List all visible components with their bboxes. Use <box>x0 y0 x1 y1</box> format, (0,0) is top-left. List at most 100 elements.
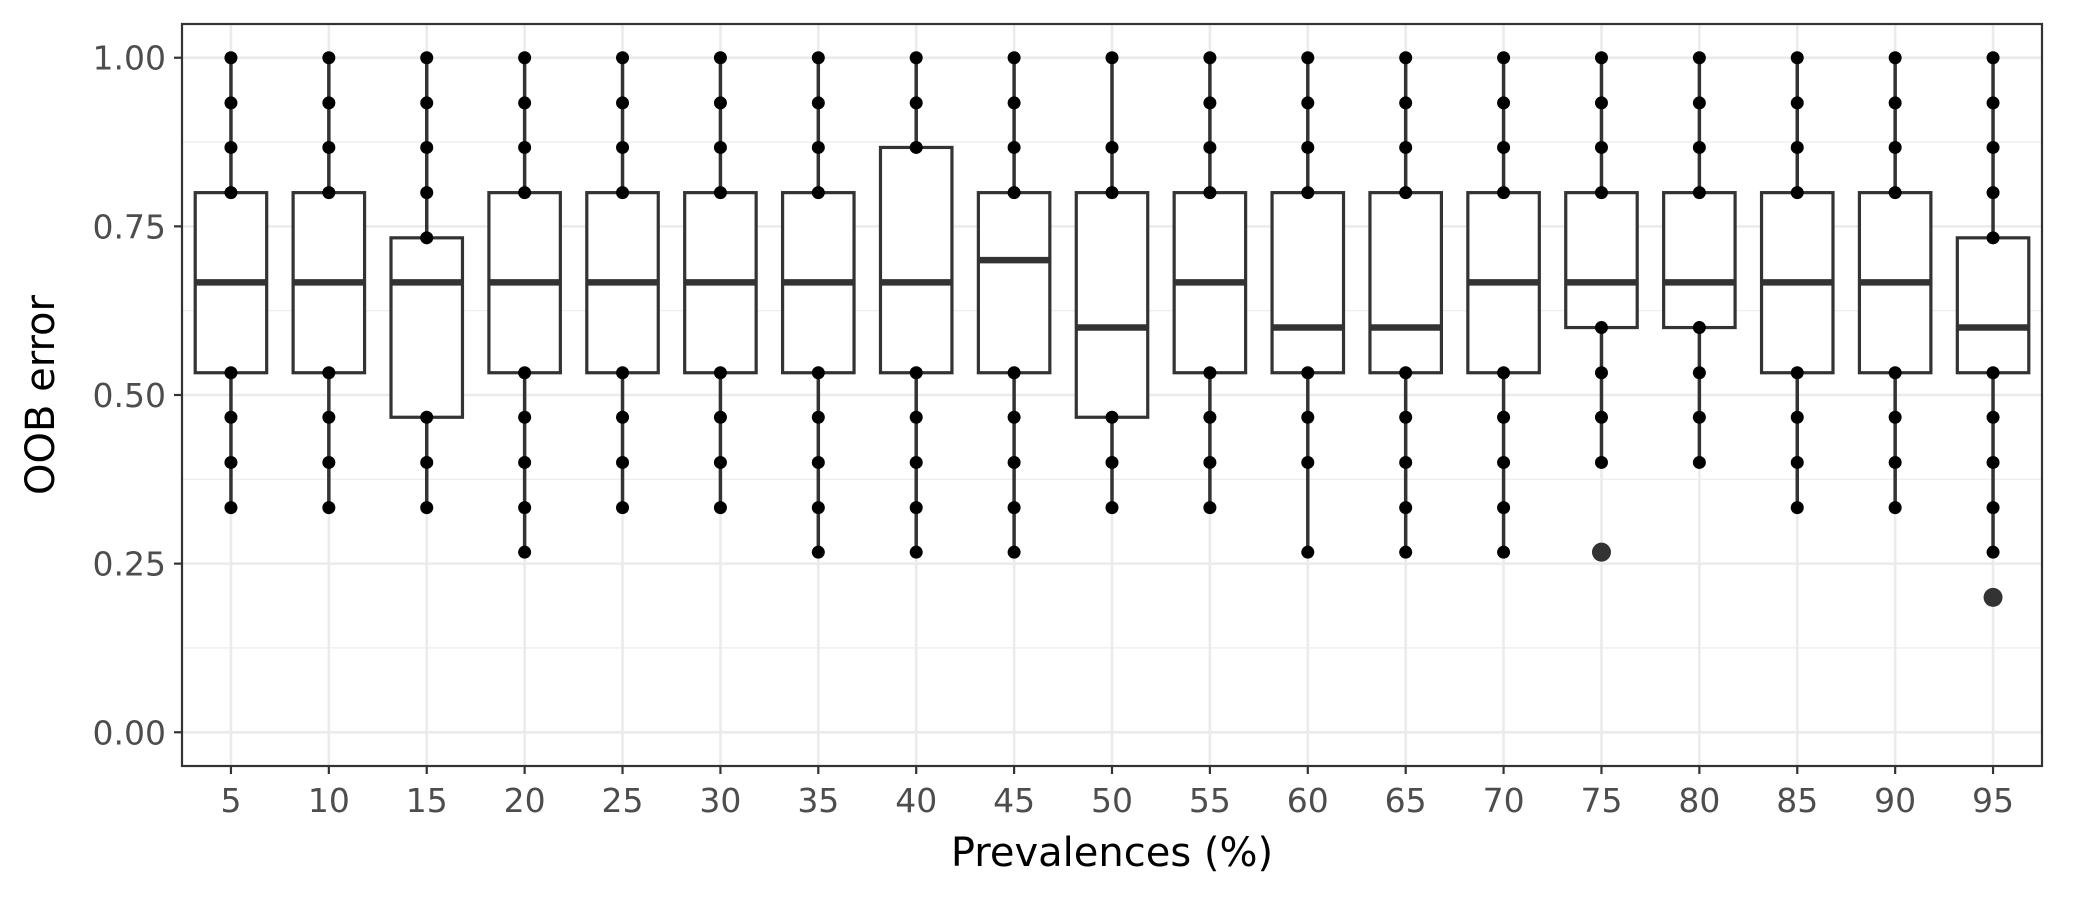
data-point <box>1790 51 1804 65</box>
box-body <box>878 145 954 375</box>
data-point <box>1986 231 2000 245</box>
data-point <box>1888 186 1902 200</box>
data-point <box>224 455 238 469</box>
data-point <box>420 455 434 469</box>
box-30 <box>683 57 758 508</box>
data-point <box>322 186 336 200</box>
data-point <box>1301 140 1315 154</box>
data-point <box>616 410 630 424</box>
data-point <box>811 96 825 110</box>
data-point <box>1301 186 1315 200</box>
data-point <box>1594 321 1608 335</box>
data-point <box>1790 501 1804 515</box>
data-point <box>1986 51 2000 65</box>
data-point <box>1007 501 1021 515</box>
data-point <box>322 51 336 65</box>
x-tick-label: 90 <box>1874 781 1916 820</box>
data-point <box>1399 140 1413 154</box>
data-point <box>518 410 532 424</box>
data-point <box>811 455 825 469</box>
data-point <box>518 366 532 380</box>
data-point <box>811 366 825 380</box>
y-tick-label: 1.00 <box>93 39 166 78</box>
x-tick-label: 30 <box>699 781 741 820</box>
x-tick-label: 5 <box>220 781 241 820</box>
data-point <box>322 410 336 424</box>
x-tick-label: 70 <box>1483 781 1525 820</box>
data-point <box>1007 51 1021 65</box>
data-point <box>1986 545 2000 559</box>
data-points <box>224 51 2003 607</box>
box-80 <box>1662 57 1737 463</box>
box-body <box>1662 191 1737 330</box>
data-point <box>909 140 923 154</box>
data-point <box>1986 140 2000 154</box>
box-body <box>1564 191 1639 330</box>
x-tick-label: 80 <box>1678 781 1720 820</box>
data-point <box>713 455 727 469</box>
data-point <box>1497 140 1511 154</box>
data-point <box>1399 455 1413 469</box>
data-point <box>1203 366 1217 380</box>
x-tick-label: 50 <box>1091 781 1133 820</box>
x-tick-label: 65 <box>1385 781 1427 820</box>
box-70 <box>1466 57 1541 553</box>
data-point <box>1301 51 1315 65</box>
data-point <box>713 96 727 110</box>
data-point <box>1497 366 1511 380</box>
data-point <box>1105 410 1119 424</box>
data-point <box>909 501 923 515</box>
data-point <box>322 140 336 154</box>
boxes <box>193 57 2031 553</box>
data-point <box>1594 366 1608 380</box>
data-point <box>420 231 434 245</box>
box-body <box>1074 191 1150 419</box>
box-body <box>1955 236 2031 375</box>
box-5 <box>193 57 269 508</box>
data-point <box>1203 140 1217 154</box>
box-85 <box>1759 57 1835 508</box>
data-point <box>1007 545 1021 559</box>
data-point <box>224 186 238 200</box>
x-tick-label: 95 <box>1972 781 2014 820</box>
box-45 <box>976 57 1052 553</box>
data-point <box>1986 501 2000 515</box>
data-point <box>1692 96 1706 110</box>
data-point <box>1497 410 1511 424</box>
data-point <box>1986 96 2000 110</box>
data-point <box>1007 366 1021 380</box>
data-point <box>1888 140 1902 154</box>
data-point <box>1203 455 1217 469</box>
data-point <box>1007 410 1021 424</box>
data-point <box>1986 410 2000 424</box>
data-point <box>1301 366 1315 380</box>
data-point <box>1497 96 1511 110</box>
data-point <box>1692 366 1706 380</box>
data-point <box>713 140 727 154</box>
data-point <box>1594 455 1608 469</box>
box-95 <box>1955 57 2031 553</box>
box-50 <box>1074 57 1150 508</box>
x-tick-label: 55 <box>1189 781 1231 820</box>
data-point <box>811 51 825 65</box>
data-point <box>909 51 923 65</box>
data-point <box>224 501 238 515</box>
data-point <box>518 186 532 200</box>
x-axis-label: Prevalences (%) <box>951 830 1273 876</box>
data-point <box>518 501 532 515</box>
data-point <box>616 455 630 469</box>
data-point <box>420 501 434 515</box>
data-point <box>1986 186 2000 200</box>
box-10 <box>291 57 367 508</box>
x-tick-label: 75 <box>1580 781 1622 820</box>
data-point <box>1790 366 1804 380</box>
data-point <box>811 545 825 559</box>
data-point <box>1497 455 1511 469</box>
data-point <box>1790 140 1804 154</box>
box-body <box>1368 191 1444 375</box>
data-point <box>1105 186 1119 200</box>
data-point <box>1888 410 1902 424</box>
x-tick-label: 45 <box>993 781 1035 820</box>
data-point <box>909 545 923 559</box>
data-point <box>1399 366 1413 380</box>
